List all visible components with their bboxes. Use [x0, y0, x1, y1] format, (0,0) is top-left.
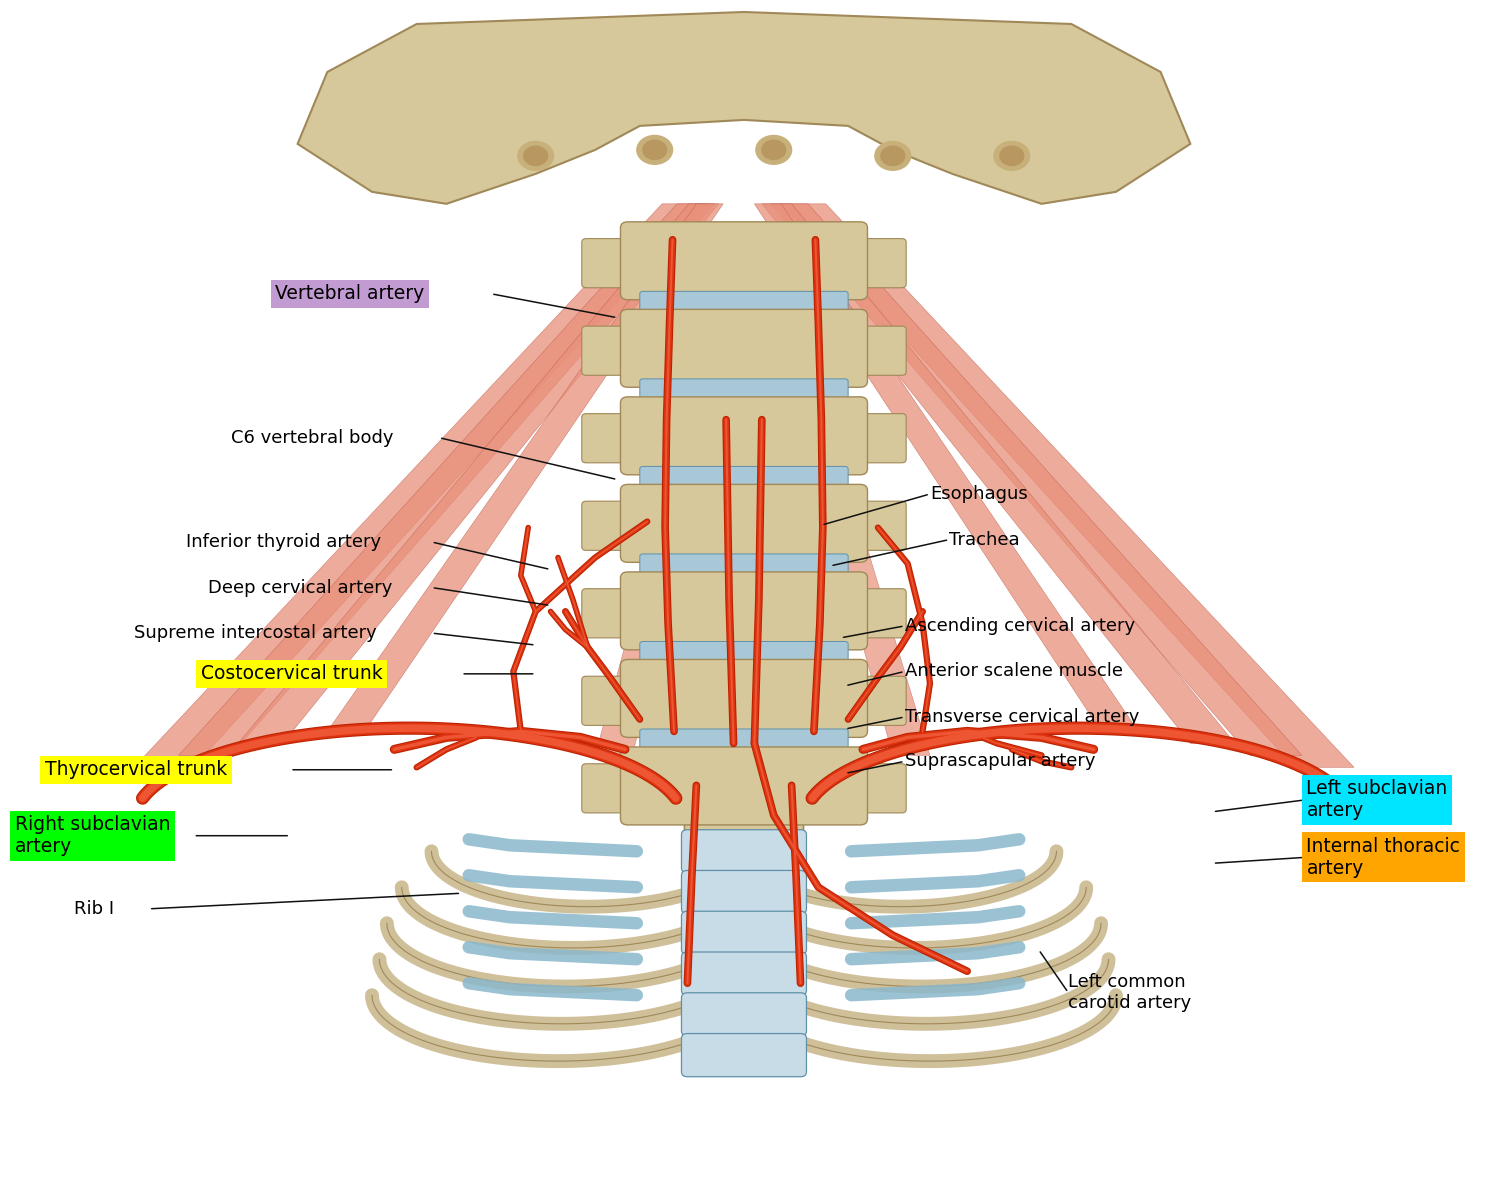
Circle shape [880, 146, 904, 165]
Text: Inferior thyroid artery: Inferior thyroid artery [186, 532, 381, 552]
Circle shape [518, 141, 554, 170]
Text: Deep cervical artery: Deep cervical artery [209, 578, 393, 597]
Circle shape [874, 141, 910, 170]
Polygon shape [759, 264, 930, 755]
Circle shape [762, 140, 786, 159]
FancyBboxPatch shape [621, 309, 867, 387]
FancyBboxPatch shape [681, 1034, 807, 1077]
Text: Anterior scalene muscle: Anterior scalene muscle [904, 662, 1122, 681]
Text: Thyrocervical trunk: Thyrocervical trunk [45, 760, 226, 779]
Polygon shape [596, 264, 752, 755]
FancyBboxPatch shape [640, 379, 848, 405]
FancyBboxPatch shape [582, 501, 633, 550]
Polygon shape [297, 12, 1191, 204]
FancyBboxPatch shape [855, 501, 906, 550]
FancyBboxPatch shape [855, 326, 906, 375]
FancyBboxPatch shape [582, 326, 633, 375]
FancyBboxPatch shape [855, 589, 906, 638]
Text: Internal thoracic
artery: Internal thoracic artery [1306, 837, 1461, 878]
Polygon shape [178, 204, 714, 755]
Polygon shape [762, 204, 1234, 743]
Text: Rib I: Rib I [75, 899, 114, 918]
FancyBboxPatch shape [640, 641, 848, 668]
FancyBboxPatch shape [582, 589, 633, 638]
Circle shape [524, 146, 548, 165]
Text: Left subclavian
artery: Left subclavian artery [1306, 779, 1448, 820]
FancyBboxPatch shape [681, 911, 807, 954]
FancyBboxPatch shape [855, 764, 906, 813]
FancyBboxPatch shape [855, 239, 906, 288]
Circle shape [638, 135, 672, 164]
FancyBboxPatch shape [681, 870, 807, 914]
Polygon shape [782, 204, 1354, 767]
Circle shape [644, 140, 666, 159]
FancyBboxPatch shape [621, 222, 867, 300]
Text: Vertebral artery: Vertebral artery [276, 284, 424, 303]
Polygon shape [134, 204, 706, 767]
Text: Ascending cervical artery: Ascending cervical artery [904, 616, 1136, 635]
FancyBboxPatch shape [640, 466, 848, 493]
FancyBboxPatch shape [681, 993, 807, 1036]
FancyBboxPatch shape [684, 806, 804, 1041]
Circle shape [994, 141, 1029, 170]
FancyBboxPatch shape [621, 397, 867, 475]
FancyBboxPatch shape [640, 729, 848, 755]
FancyBboxPatch shape [621, 572, 867, 650]
FancyBboxPatch shape [582, 414, 633, 463]
Polygon shape [754, 204, 1138, 731]
FancyBboxPatch shape [582, 764, 633, 813]
Text: C6 vertebral body: C6 vertebral body [231, 428, 393, 447]
Polygon shape [238, 204, 718, 743]
Circle shape [1000, 146, 1023, 165]
Text: Trachea: Trachea [950, 530, 1020, 549]
FancyBboxPatch shape [640, 554, 848, 580]
Polygon shape [771, 204, 1302, 755]
FancyBboxPatch shape [855, 414, 906, 463]
Polygon shape [327, 204, 723, 731]
FancyBboxPatch shape [582, 239, 633, 288]
FancyBboxPatch shape [681, 830, 807, 873]
FancyBboxPatch shape [621, 659, 867, 737]
FancyBboxPatch shape [640, 291, 848, 318]
Text: Costocervical trunk: Costocervical trunk [201, 664, 382, 683]
FancyBboxPatch shape [582, 676, 633, 725]
Circle shape [756, 135, 792, 164]
FancyBboxPatch shape [855, 676, 906, 725]
FancyBboxPatch shape [621, 484, 867, 562]
FancyBboxPatch shape [681, 952, 807, 995]
Text: Suprascapular artery: Suprascapular artery [904, 752, 1095, 771]
Text: Esophagus: Esophagus [930, 484, 1028, 504]
Text: Transverse cervical artery: Transverse cervical artery [904, 707, 1138, 727]
Text: Right subclavian
artery: Right subclavian artery [15, 815, 171, 856]
Text: Left common
carotid artery: Left common carotid artery [1068, 974, 1191, 1012]
FancyBboxPatch shape [621, 747, 867, 825]
Text: Supreme intercostal artery: Supreme intercostal artery [134, 623, 376, 643]
